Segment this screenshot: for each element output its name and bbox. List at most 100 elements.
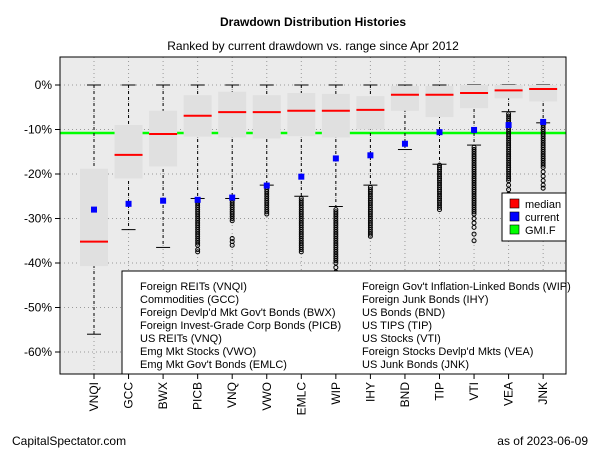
- outlier-point: [471, 231, 477, 237]
- x-tick-label: VNQ: [225, 382, 239, 408]
- outlier-point: [298, 247, 304, 253]
- box-body: [80, 168, 108, 267]
- current-point: [160, 197, 167, 204]
- box-tip: [425, 84, 454, 213]
- box-body: [218, 91, 247, 138]
- outlier-point: [229, 242, 235, 248]
- current-point: [125, 200, 132, 207]
- x-tick-label: WIP: [329, 382, 343, 405]
- x-tick-label: VWO: [260, 382, 274, 411]
- outlier-point: [540, 185, 546, 191]
- outlier-point: [506, 175, 512, 181]
- x-tick-label: IHY: [363, 382, 377, 402]
- outlier-point: [333, 258, 339, 264]
- ticker-key-item: Foreign Junk Bonds (IHY): [362, 294, 489, 306]
- boxplots: [80, 84, 558, 335]
- outlier-point: [229, 236, 235, 242]
- x-tick-label: GCC: [122, 382, 136, 409]
- box-body: [494, 85, 523, 99]
- box-vwo: [252, 84, 281, 217]
- y-tick-label: -10%: [24, 123, 52, 137]
- box-body: [390, 85, 419, 111]
- chart-subtitle: Ranked by current drawdown vs. range sin…: [167, 39, 459, 53]
- current-markers: [91, 118, 547, 213]
- outlier-point: [437, 204, 442, 210]
- x-axis: VNQI GCC BWX PICB VNQ VWO EMLC WIP IHY BND TIP VTI V…: [87, 374, 550, 415]
- box-body: [321, 93, 350, 138]
- current-point: [436, 129, 443, 136]
- box-body: [529, 85, 558, 102]
- ticker-key-item: Foreign Invest-Grade Corp Bonds (PICB): [140, 320, 341, 332]
- current-point: [91, 206, 97, 213]
- ticker-key-item: Foreign Devlp'd Mkt Gov't Bonds (BWX): [140, 307, 336, 319]
- x-tick-label: TIP: [433, 382, 447, 401]
- ticker-key-item: Emg Mkt Gov't Bonds (EMLC): [140, 359, 287, 371]
- outlier-point: [471, 209, 477, 215]
- current-point: [367, 152, 374, 159]
- y-tick-label: -60%: [24, 345, 52, 359]
- box-body: [425, 85, 454, 118]
- legend-swatch-gmi: [509, 224, 520, 235]
- y-tick-label: -40%: [24, 256, 52, 270]
- outlier-point: [540, 182, 546, 188]
- box-body: [287, 93, 316, 137]
- outlier-point: [437, 207, 442, 213]
- box-body: [356, 96, 385, 130]
- legend-swatch-median: [509, 198, 520, 209]
- ticker-key-item: Foreign Gov't Inflation-Linked Bonds (WI…: [362, 281, 571, 293]
- x-tick-label: BND: [398, 382, 412, 408]
- y-axis: 0% -10% -20% -30% -40% -50% -60%: [24, 78, 60, 359]
- current-point: [263, 182, 270, 189]
- chart-title: Drawdown Distribution Histories: [220, 15, 406, 29]
- x-tick-label: VTI: [467, 382, 481, 401]
- x-tick-label: PICB: [191, 382, 205, 410]
- box-body: [114, 125, 143, 179]
- x-tick-label: VNQI: [87, 382, 101, 411]
- current-point: [194, 196, 201, 203]
- current-point: [298, 173, 305, 180]
- box-vti: [460, 84, 489, 244]
- median-markers: [80, 88, 558, 243]
- y-tick-label: 0%: [35, 78, 53, 92]
- current-point: [401, 140, 408, 147]
- outlier-point: [229, 218, 235, 224]
- outlier-point: [195, 247, 201, 253]
- current-point: [229, 194, 236, 201]
- current-point: [332, 155, 339, 162]
- box-wip: [321, 84, 350, 275]
- box-body: [149, 110, 178, 167]
- ticker-key-item: Emg Mkt Stocks (VWO): [140, 346, 256, 358]
- ticker-key-item: Foreign Stocks Devlp'd Mkts (VEA): [362, 346, 533, 358]
- current-point: [540, 118, 547, 125]
- outlier-point: [298, 249, 304, 255]
- ticker-key-item: US Stocks (VTI): [362, 333, 441, 345]
- box-body: [252, 95, 281, 139]
- ticker-key-item: US TIPS (TIP): [362, 320, 432, 332]
- outlier-point: [195, 249, 201, 255]
- outlier-point: [471, 224, 477, 230]
- legend-label: GMI.F: [525, 225, 556, 237]
- y-tick-label: -50%: [24, 301, 52, 315]
- ticker-key-item: US Junk Bonds (JNK): [362, 359, 469, 371]
- box-vnqi: [80, 84, 108, 335]
- current-point: [471, 126, 478, 133]
- ticker-key-item: Foreign REITs (VNQI): [140, 281, 247, 293]
- outlier-point: [471, 238, 477, 244]
- legend-label: median: [525, 199, 561, 211]
- footer-date: as of 2023-06-09: [497, 434, 588, 448]
- legend-label: current: [525, 212, 559, 224]
- outlier-point: [540, 162, 546, 168]
- box-bnd: [390, 84, 419, 151]
- footer-source: CapitalSpectator.com: [12, 434, 126, 448]
- x-tick-label: EMLC: [294, 382, 308, 416]
- outlier-point: [367, 231, 373, 237]
- outlier-point: [195, 240, 201, 246]
- current-point: [505, 122, 512, 129]
- ticker-key: Foreign REITs (VNQI)Commodities (GCC)For…: [121, 270, 571, 375]
- y-tick-label: -20%: [24, 167, 52, 181]
- box-vnq: [218, 84, 247, 248]
- ticker-key-item: US Bonds (BND): [362, 307, 445, 319]
- x-tick-label: BWX: [156, 382, 170, 409]
